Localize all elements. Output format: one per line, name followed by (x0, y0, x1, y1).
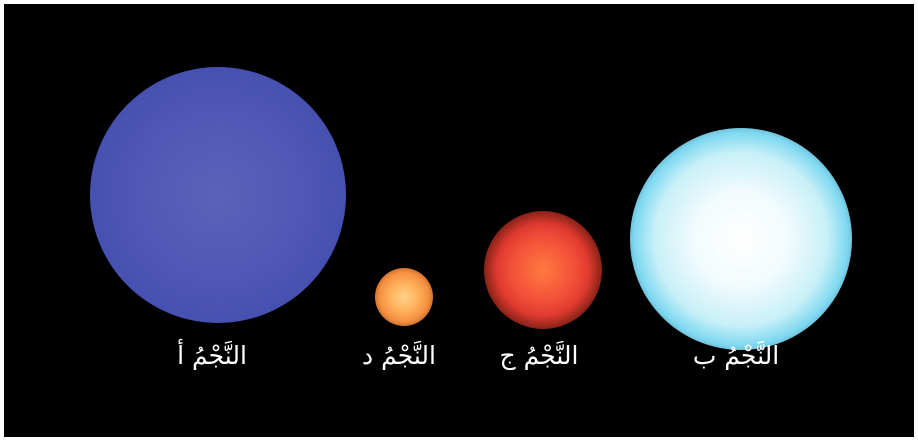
star-b-label: النَّجْمُ ب (692, 341, 780, 370)
star-c-red (484, 211, 602, 329)
star-d-label: النَّجْمُ د (362, 341, 436, 370)
star-comparison-diagram (4, 4, 914, 437)
star-c-label: النَّجْمُ ج (499, 341, 579, 370)
star-b-white-blue (630, 128, 852, 350)
star-a-blue-giant (90, 67, 346, 323)
star-a-label: النَّجْمُ أ (177, 341, 247, 370)
star-d-small-orange (375, 268, 433, 326)
